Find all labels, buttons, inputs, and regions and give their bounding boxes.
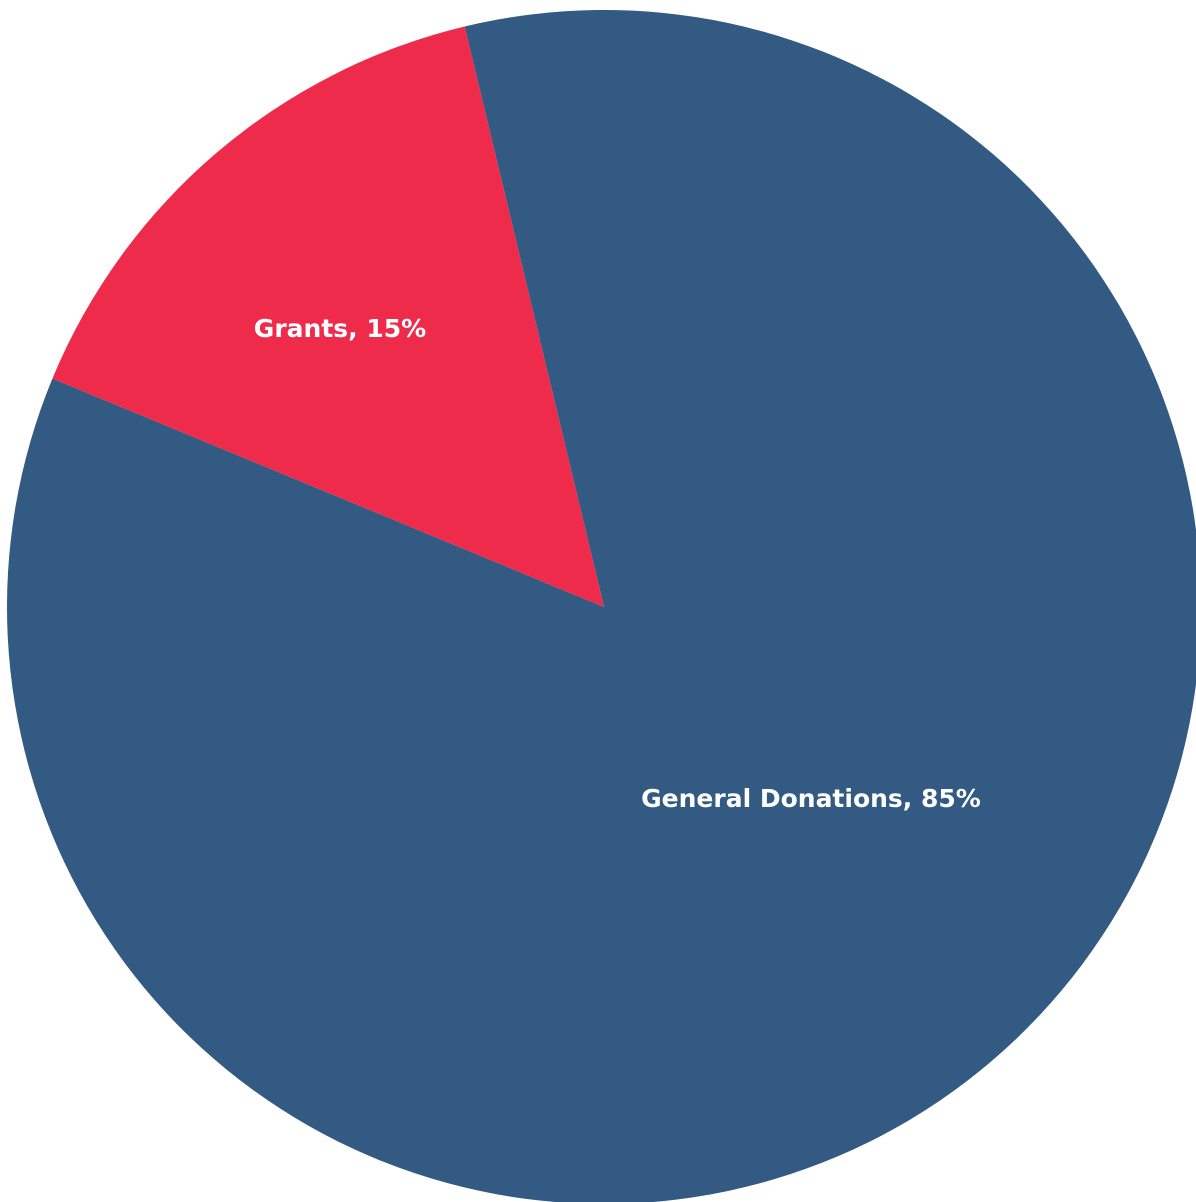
slice-label-grants: Grants, 15%: [254, 314, 426, 343]
pie-slices: [7, 10, 1196, 1202]
pie-labels: General Donations, 85% Grants, 15%: [254, 314, 981, 813]
pie-slice-grants: [52, 26, 605, 607]
pie-slice-general-donations: [7, 10, 1196, 1202]
slice-label-general-donations: General Donations, 85%: [641, 784, 981, 813]
